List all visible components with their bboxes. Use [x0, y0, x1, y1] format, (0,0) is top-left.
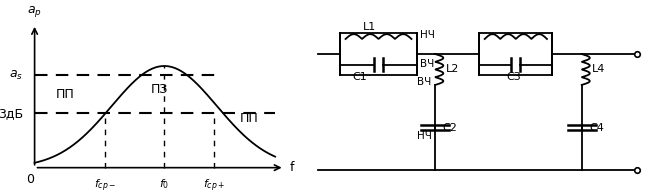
Text: $f_0$: $f_0$ [159, 177, 169, 191]
Text: 0: 0 [26, 173, 34, 186]
Text: C2: C2 [443, 123, 458, 133]
Text: ПП: ПП [56, 88, 75, 101]
Text: C3: C3 [506, 72, 521, 82]
Text: L1: L1 [363, 22, 376, 32]
Text: ВЧ: ВЧ [420, 59, 434, 69]
Text: $a_s$: $a_s$ [9, 69, 23, 82]
Text: НЧ: НЧ [417, 131, 432, 141]
Text: $f_{ср-}$: $f_{ср-}$ [94, 177, 116, 193]
Text: C1: C1 [353, 72, 367, 82]
Text: f: f [289, 161, 294, 174]
Text: ПП: ПП [240, 112, 258, 125]
Text: $a_p$: $a_p$ [27, 3, 42, 19]
Text: $f_{ср+}$: $f_{ср+}$ [203, 177, 225, 193]
Text: 3дБ: 3дБ [0, 107, 23, 120]
Text: C4: C4 [589, 123, 604, 133]
Text: L2: L2 [446, 64, 459, 74]
Text: ПЗ: ПЗ [151, 83, 169, 96]
Text: L4: L4 [592, 64, 605, 74]
Text: НЧ: НЧ [420, 30, 435, 40]
Text: ВЧ: ВЧ [417, 77, 432, 87]
